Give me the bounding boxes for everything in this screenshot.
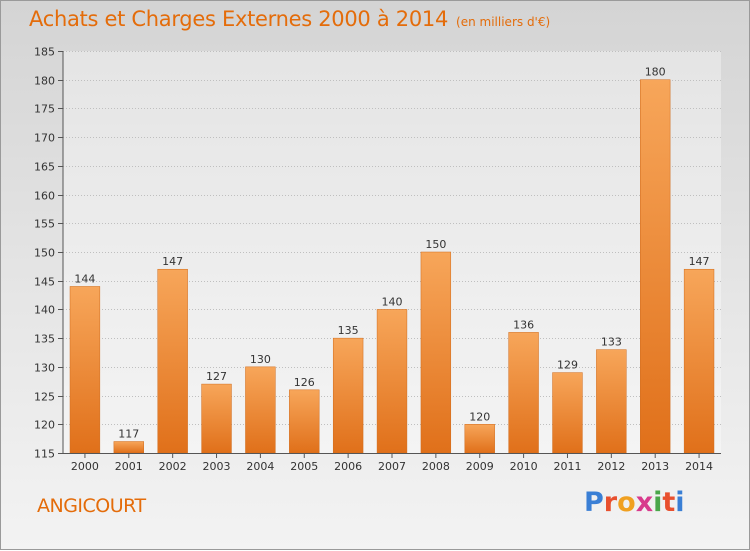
y-tick-label: 175 bbox=[34, 103, 55, 116]
y-tick-label: 115 bbox=[34, 448, 55, 461]
x-tick-label: 2000 bbox=[71, 460, 99, 473]
bar bbox=[245, 366, 276, 454]
bar bbox=[552, 372, 583, 454]
bar bbox=[596, 349, 627, 454]
x-tick-label: 2010 bbox=[510, 460, 538, 473]
bar bbox=[332, 337, 364, 454]
bar bbox=[69, 286, 101, 454]
y-tick-label: 160 bbox=[34, 190, 55, 203]
x-axis: 2000 2001 2002 2003 2004 2005 2006 2007 2008 2009… bbox=[63, 453, 721, 473]
bar-value-label: 127 bbox=[206, 370, 227, 383]
logo-letter: t bbox=[662, 487, 676, 518]
x-tick-label: 2013 bbox=[641, 460, 669, 473]
x-tick-label: 2006 bbox=[334, 460, 362, 473]
bar-value-label: 117 bbox=[118, 428, 139, 441]
y-tick-label: 140 bbox=[34, 304, 55, 317]
x-tick-label: 2012 bbox=[597, 460, 625, 473]
bar-value-label: 180 bbox=[645, 66, 666, 79]
bar bbox=[157, 268, 188, 454]
bar-value-label: 136 bbox=[513, 318, 534, 331]
x-tick-label: 2005 bbox=[290, 460, 318, 473]
y-axis: 115 120 125 130 135 140 145 150 155 160 165 170 175 1… bbox=[34, 46, 64, 461]
bar-value-label: 133 bbox=[601, 336, 622, 349]
bar bbox=[683, 268, 715, 454]
logo-letter: i bbox=[675, 487, 685, 518]
bar bbox=[113, 441, 144, 454]
y-tick-label: 120 bbox=[34, 419, 55, 432]
y-tick-label: 125 bbox=[34, 391, 55, 404]
proxiti-logo: Proxiti bbox=[584, 487, 685, 518]
bar-value-label: 126 bbox=[294, 376, 315, 389]
chart-subtitle: (en milliers d'€) bbox=[456, 15, 551, 29]
bar bbox=[376, 309, 408, 454]
logo-letter: x bbox=[635, 487, 654, 518]
y-tick-label: 155 bbox=[34, 218, 55, 231]
x-tick-label: 2002 bbox=[159, 460, 187, 473]
x-tick-label: 2007 bbox=[378, 460, 406, 473]
bar-value-label: 150 bbox=[425, 238, 446, 251]
logo-letter: r bbox=[603, 487, 618, 518]
commune-name: ANGICOURT bbox=[37, 495, 146, 517]
bar-value-label: 147 bbox=[162, 255, 183, 268]
y-tick-label: 185 bbox=[34, 46, 55, 59]
bar-value-label: 129 bbox=[557, 359, 578, 372]
x-tick-label: 2014 bbox=[685, 460, 713, 473]
y-tick-label: 165 bbox=[34, 161, 55, 174]
x-tick-label: 2001 bbox=[115, 460, 143, 473]
title-text: Achats et Charges Externes 2000 à 2014 bbox=[29, 7, 449, 31]
bar bbox=[640, 79, 671, 454]
bars: 144 117 147 127 130 126 135 140 150 120 136 129 133 1… bbox=[69, 66, 715, 454]
x-tick-label: 2009 bbox=[466, 460, 494, 473]
bar bbox=[464, 424, 495, 454]
bar-value-label: 135 bbox=[338, 324, 359, 337]
logo-letter: i bbox=[653, 487, 663, 518]
x-tick-label: 2003 bbox=[203, 460, 231, 473]
y-tick-label: 130 bbox=[34, 362, 55, 375]
logo-letter: P bbox=[584, 487, 604, 518]
x-tick-label: 2011 bbox=[553, 460, 581, 473]
y-tick-label: 170 bbox=[34, 132, 55, 145]
y-tick-label: 180 bbox=[34, 75, 55, 88]
x-tick-label: 2004 bbox=[246, 460, 274, 473]
bar-value-label: 130 bbox=[250, 353, 271, 366]
logo-letter: o bbox=[617, 487, 636, 518]
bar bbox=[420, 251, 452, 454]
bar-value-label: 140 bbox=[382, 295, 403, 308]
x-tick-label: 2008 bbox=[422, 460, 450, 473]
chart-title: Achats et Charges Externes 2000 à 2014 (e… bbox=[29, 7, 550, 31]
y-tick-label: 145 bbox=[34, 276, 55, 289]
bar bbox=[201, 383, 232, 454]
bar-value-label: 144 bbox=[74, 272, 95, 285]
bar-value-label: 147 bbox=[689, 255, 710, 268]
y-tick-label: 150 bbox=[34, 247, 55, 260]
bar bbox=[508, 332, 539, 454]
bar bbox=[289, 389, 320, 454]
y-tick-label: 135 bbox=[34, 333, 55, 346]
bar-value-label: 120 bbox=[469, 410, 490, 423]
